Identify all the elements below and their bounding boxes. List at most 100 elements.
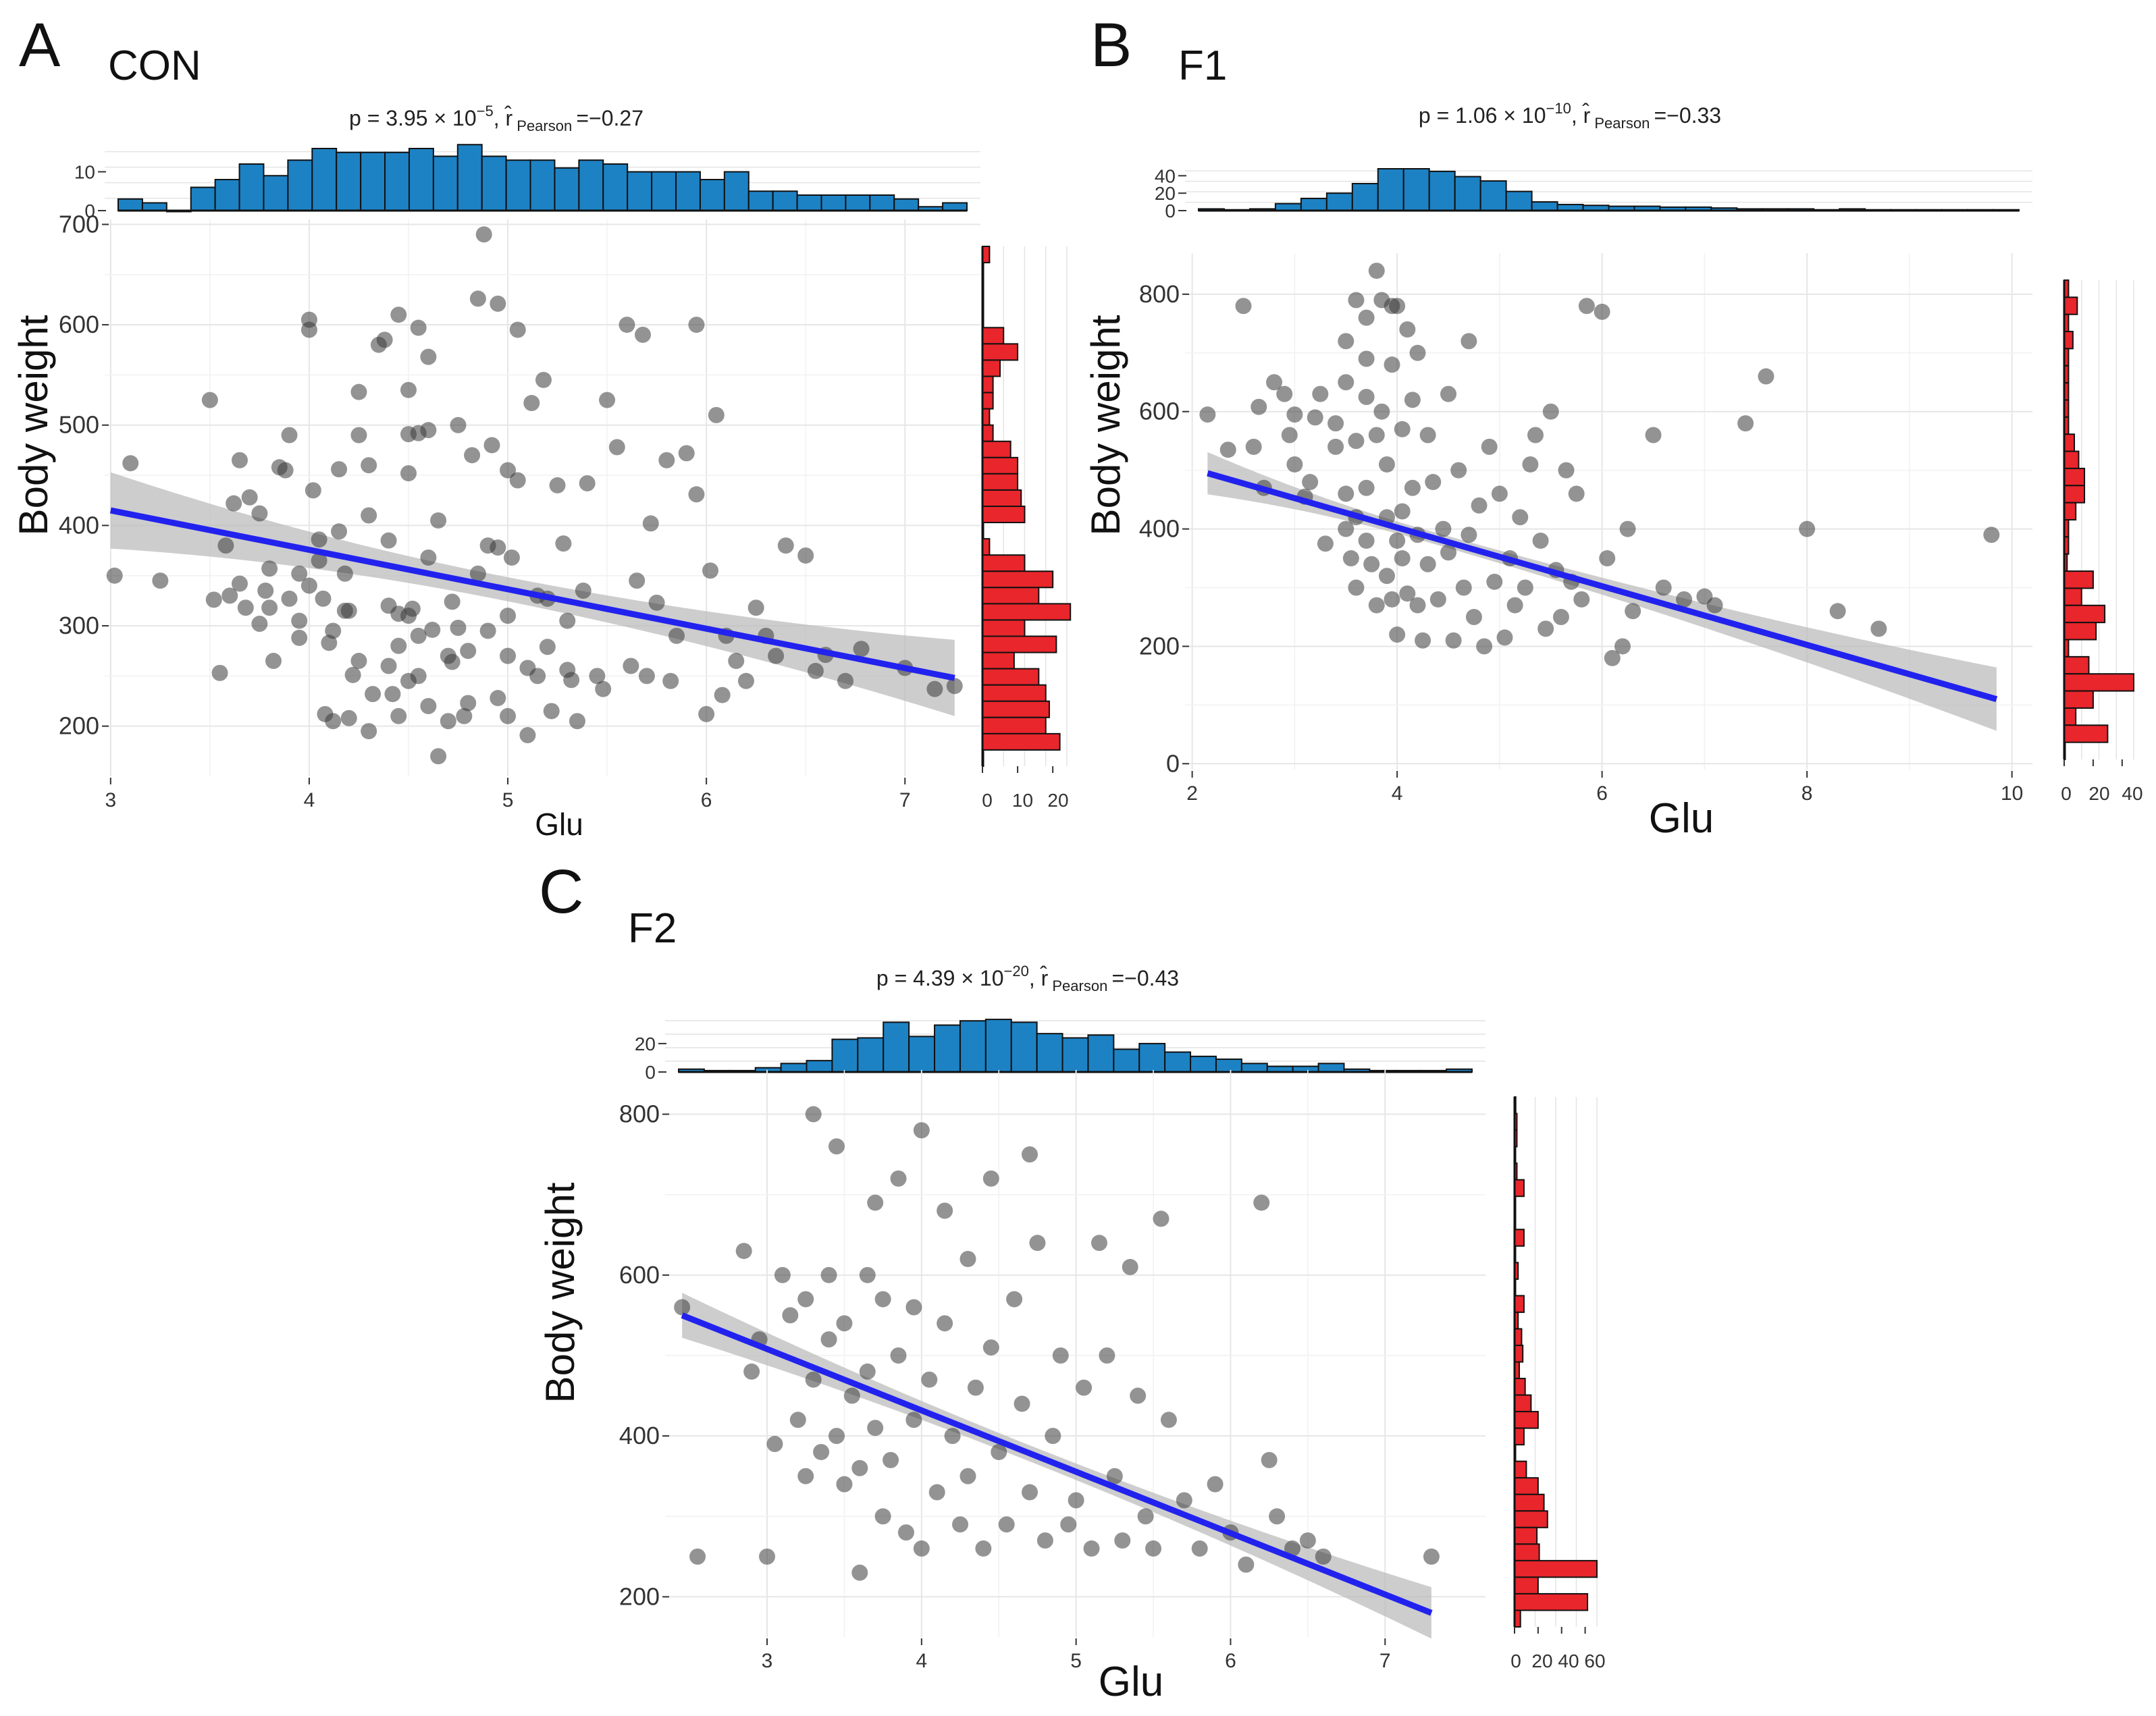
top-hist-bar xyxy=(883,1021,910,1073)
data-point xyxy=(1378,456,1395,473)
data-point xyxy=(291,565,308,582)
top-hist-bar xyxy=(1428,170,1456,211)
data-point xyxy=(1348,579,1365,596)
data-point xyxy=(400,381,417,398)
data-point xyxy=(662,672,679,689)
y-axis-label: Body weight xyxy=(537,1182,583,1403)
data-point xyxy=(1604,649,1621,666)
side-hist-tick-label: 20 xyxy=(1531,1651,1552,1671)
data-point xyxy=(658,452,675,468)
data-point xyxy=(390,637,407,654)
data-point xyxy=(1358,532,1375,549)
data-point xyxy=(714,687,731,703)
data-point xyxy=(331,523,348,540)
top-hist-bar xyxy=(529,159,556,211)
data-point xyxy=(1404,392,1421,408)
side-hist-bar xyxy=(2063,690,2094,709)
data-point xyxy=(563,672,580,689)
y-tick-label: 500 xyxy=(59,411,99,439)
top-hist-bar xyxy=(1036,1033,1063,1073)
x-axis-label: Glu xyxy=(1099,1659,1163,1705)
data-point xyxy=(836,1476,853,1493)
x-axis-ticks: 2 4 6 8 10 xyxy=(1186,771,2023,805)
y-tick-label: 300 xyxy=(59,612,99,639)
x-tick-label: 4 xyxy=(1392,782,1403,805)
data-point xyxy=(1348,292,1365,309)
side-hist-bar xyxy=(982,700,1050,718)
side-hist-bar xyxy=(1514,1576,1539,1594)
top-hist-bar xyxy=(1531,201,1558,212)
side-hist-bar xyxy=(1514,1328,1523,1346)
side-hist-tick-label: 40 xyxy=(2122,783,2142,804)
top-hist-bar xyxy=(141,202,167,211)
data-point xyxy=(509,472,526,489)
data-point xyxy=(1465,608,1482,625)
data-point xyxy=(201,392,218,408)
side-hist-bar xyxy=(982,554,1026,572)
data-point xyxy=(1090,1235,1107,1252)
pearson-r: −0.27 xyxy=(589,106,643,130)
data-point xyxy=(231,452,248,468)
side-hist-bar xyxy=(2063,331,2074,350)
data-point xyxy=(1253,1194,1270,1211)
p-mantissa: 4.39 xyxy=(913,966,955,990)
data-point xyxy=(1573,591,1590,608)
data-point xyxy=(315,590,332,607)
data-point xyxy=(410,627,427,644)
data-point xyxy=(281,427,298,444)
data-point xyxy=(874,1291,891,1308)
data-point xyxy=(851,1459,868,1476)
data-point xyxy=(589,668,606,685)
side-hist-bar xyxy=(2063,655,2090,675)
side-hist-bar xyxy=(1514,1229,1525,1247)
data-point xyxy=(619,317,635,333)
data-point xyxy=(1373,403,1390,420)
data-point xyxy=(555,535,572,552)
data-point xyxy=(1219,441,1236,458)
data-point xyxy=(237,599,254,616)
data-point xyxy=(1137,1508,1154,1525)
data-point xyxy=(668,627,685,644)
data-point xyxy=(1083,1540,1100,1557)
data-point xyxy=(430,512,447,529)
data-point xyxy=(1358,388,1375,405)
data-point xyxy=(1619,520,1636,537)
data-point xyxy=(469,290,486,307)
data-point xyxy=(797,547,814,564)
y-axis-ticks: 200 400 600 800 xyxy=(619,1100,669,1610)
data-point xyxy=(1737,415,1754,432)
side-hist-bar xyxy=(1514,1477,1539,1495)
data-point xyxy=(905,1412,922,1428)
data-point xyxy=(261,599,278,616)
side-hist-bar xyxy=(982,538,991,556)
top-hist-bar xyxy=(214,179,240,211)
side-hist-tick-label: 20 xyxy=(1047,790,1068,811)
side-hist-bar xyxy=(982,343,1019,361)
side-hist-bar xyxy=(982,651,1015,670)
data-point xyxy=(460,643,477,660)
side-hist-bar xyxy=(982,732,1061,751)
side-histogram: 0 20 40 xyxy=(2061,279,2143,804)
data-point xyxy=(420,348,437,365)
data-point xyxy=(678,445,695,462)
data-point xyxy=(325,622,342,639)
side-hist-bar xyxy=(982,473,1019,491)
data-point xyxy=(1207,1476,1224,1493)
data-point xyxy=(490,690,506,707)
data-point xyxy=(1415,632,1431,649)
x-tick-label: 10 xyxy=(2001,782,2023,805)
data-point xyxy=(1614,638,1631,655)
side-hist-tick-label: 0 xyxy=(2061,783,2072,804)
side-hist-bar xyxy=(2063,587,2082,606)
data-point xyxy=(735,1243,752,1260)
data-point xyxy=(766,1436,783,1453)
data-point xyxy=(1068,1492,1084,1509)
data-point xyxy=(390,306,407,323)
data-point xyxy=(1425,474,1442,491)
data-point xyxy=(1302,474,1319,491)
data-point xyxy=(380,532,397,549)
top-hist-bar xyxy=(384,151,410,211)
data-point xyxy=(688,317,705,333)
top-hist-bar xyxy=(831,1038,859,1073)
